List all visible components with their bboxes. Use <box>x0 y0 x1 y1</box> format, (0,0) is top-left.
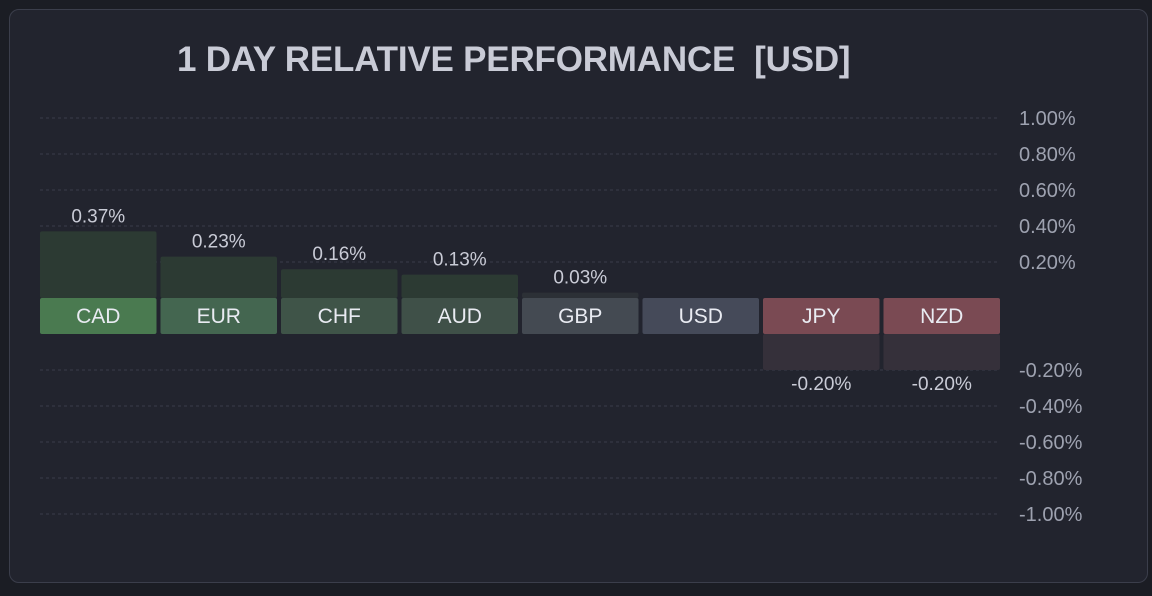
bar-value-label: -0.20% <box>912 374 972 395</box>
category-label: GBP <box>558 305 602 328</box>
category-label: JPY <box>802 305 841 328</box>
category-label: CAD <box>76 305 120 328</box>
category-band <box>642 298 759 334</box>
y-tick-label: -0.40% <box>1019 396 1083 418</box>
category-band <box>40 298 157 334</box>
bar-value-label: 0.03% <box>553 268 607 289</box>
y-tick-label: -1.00% <box>1019 504 1083 526</box>
bar-value-label: 0.13% <box>433 250 487 271</box>
category-label: EUR <box>197 305 241 328</box>
category-band <box>401 298 518 334</box>
category-label: NZD <box>920 305 963 328</box>
category-label: AUD <box>438 305 482 328</box>
y-tick-label: 0.60% <box>1019 180 1076 202</box>
bar <box>883 334 1000 370</box>
category-band <box>763 298 880 334</box>
y-tick-label: 0.40% <box>1019 216 1076 238</box>
bar <box>763 334 880 370</box>
y-tick-label: -0.20% <box>1019 360 1083 382</box>
category-label: CHF <box>318 305 361 328</box>
category-band <box>883 298 1000 334</box>
bar-value-label: 0.23% <box>192 232 246 253</box>
y-tick-label: 0.80% <box>1019 144 1076 166</box>
y-tick-label: 0.20% <box>1019 252 1076 274</box>
bar <box>281 269 398 298</box>
bar <box>522 292 639 298</box>
category-band <box>522 298 639 334</box>
y-tick-label: -0.80% <box>1019 468 1083 490</box>
bar <box>160 256 277 298</box>
bar-value-label: 0.16% <box>312 244 366 265</box>
bar <box>401 274 518 298</box>
bar <box>40 231 157 298</box>
category-band <box>160 298 277 334</box>
y-tick-label: 1.00% <box>1019 108 1076 130</box>
bar-value-label: -0.20% <box>791 374 851 395</box>
category-band <box>281 298 398 334</box>
chart-title: 1 DAY RELATIVE PERFORMANCE [USD] <box>177 40 851 79</box>
y-tick-label: -0.60% <box>1019 432 1083 454</box>
bar-value-label: 0.37% <box>71 206 125 227</box>
category-label: USD <box>679 305 723 328</box>
